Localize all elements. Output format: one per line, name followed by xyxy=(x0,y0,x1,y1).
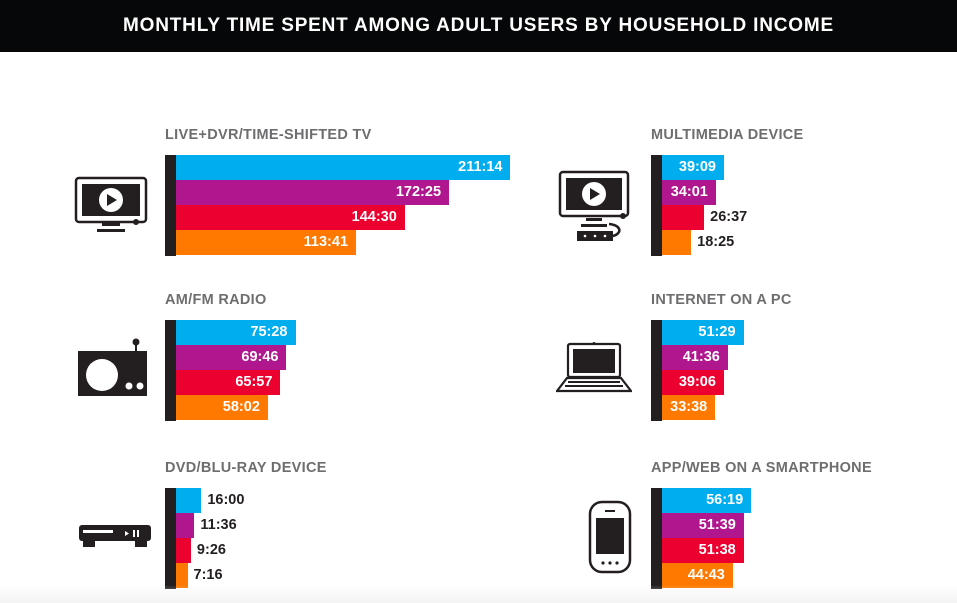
data-label: 51:29 xyxy=(698,324,736,340)
bar-axis xyxy=(651,320,662,421)
bar-dvd-series-3 xyxy=(176,538,191,563)
panel-radio: AM/FM RADIO 75:28 69:46 65:57 58:02 xyxy=(165,292,525,422)
data-label: 18:25 xyxy=(697,234,735,250)
bar-dvd-series-1 xyxy=(176,488,202,513)
bar-radio-series-1 xyxy=(176,320,296,345)
bar-multimedia-series-3 xyxy=(662,205,705,230)
bar-smartphone-series-4 xyxy=(662,563,733,588)
panel-smartphone: APP/WEB ON A SMARTPHONE 56:19 51:39 51:38 4… xyxy=(651,460,951,590)
bar-axis xyxy=(651,155,662,256)
bar-radio-series-3 xyxy=(176,370,281,395)
bar-axis xyxy=(165,155,176,256)
dvd-player-icon xyxy=(79,525,151,547)
bar-multimedia-series-4 xyxy=(662,230,692,255)
data-label: 75:28 xyxy=(250,324,288,340)
bar-radio-series-4 xyxy=(176,395,268,420)
data-label: 211:14 xyxy=(458,159,503,175)
bar-pc-series-4 xyxy=(662,395,716,420)
panel-multimedia: MULTIMEDIA DEVICE 39:09 34:01 26:37 18:25 xyxy=(651,127,951,257)
data-label: 11:36 xyxy=(200,517,237,533)
bar-axis xyxy=(651,488,662,589)
bar-multimedia-series-2 xyxy=(662,180,716,205)
data-label: 33:38 xyxy=(670,399,708,415)
bar-dvd-series-4 xyxy=(176,563,188,588)
panel-pc: INTERNET ON A PC 51:29 41:36 39:06 33:38 xyxy=(651,292,951,422)
panel-tv: LIVE+DVR/TIME-SHIFTED TV 211:14 172:25 144… xyxy=(165,127,525,257)
data-label: 7:16 xyxy=(193,567,223,583)
header-bar: MONTHLY TIME SPENT AMONG ADULT USERS BY … xyxy=(0,0,957,52)
data-label: 172:25 xyxy=(395,184,442,200)
bar-tv-series-1 xyxy=(176,155,511,180)
bar-axis xyxy=(165,320,176,421)
data-label: 39:09 xyxy=(678,159,716,175)
panel-title: INTERNET ON A PC xyxy=(651,292,792,308)
data-label: 113:41 xyxy=(303,234,349,250)
bar-smartphone-series-1 xyxy=(662,488,752,513)
data-label: 56:19 xyxy=(706,492,744,508)
bar-tv-series-4 xyxy=(176,230,357,255)
bar-smartphone-series-3 xyxy=(662,538,744,563)
bar-smartphone-series-2 xyxy=(662,513,744,538)
data-label: 39:06 xyxy=(678,374,716,390)
panel-title: DVD/BLU-RAY DEVICE xyxy=(165,460,327,476)
data-label: 51:38 xyxy=(698,542,736,558)
panel-dvd: DVD/BLU-RAY DEVICE 16:00 11:36 9:26 7:16 xyxy=(165,460,525,590)
bar-pc-series-1 xyxy=(662,320,744,345)
data-label: 144:30 xyxy=(351,209,397,225)
bar-pc-series-3 xyxy=(662,370,724,395)
data-label: 9:26 xyxy=(196,542,226,558)
bar-pc-series-2 xyxy=(662,345,728,370)
data-label: 69:46 xyxy=(241,349,279,365)
tv-play-icon xyxy=(74,176,148,232)
data-label: 51:39 xyxy=(698,517,736,533)
data-label: 16:00 xyxy=(207,492,245,508)
data-label: 34:01 xyxy=(670,184,708,200)
tv-with-streaming-box-icon xyxy=(558,170,630,241)
panel-title: MULTIMEDIA DEVICE xyxy=(651,127,804,143)
chart-title: MONTHLY TIME SPENT AMONG ADULT USERS BY … xyxy=(123,15,834,36)
laptop-icon xyxy=(556,342,632,393)
data-label: 41:36 xyxy=(682,349,720,365)
panel-title: APP/WEB ON A SMARTPHONE xyxy=(651,460,872,476)
panel-title: LIVE+DVR/TIME-SHIFTED TV xyxy=(165,127,372,143)
data-label: 58:02 xyxy=(222,399,260,415)
bar-tv-series-2 xyxy=(176,180,450,205)
data-label: 44:43 xyxy=(687,567,725,583)
data-label: 65:57 xyxy=(235,374,273,390)
radio-icon xyxy=(78,338,147,396)
bar-dvd-series-2 xyxy=(176,513,195,538)
data-label: 26:37 xyxy=(710,209,748,225)
bar-multimedia-series-1 xyxy=(662,155,724,180)
bar-tv-series-3 xyxy=(176,205,405,230)
bar-axis xyxy=(165,488,176,589)
bar-radio-series-2 xyxy=(176,345,287,370)
smartphone-icon xyxy=(588,500,632,574)
panel-title: AM/FM RADIO xyxy=(165,292,267,308)
